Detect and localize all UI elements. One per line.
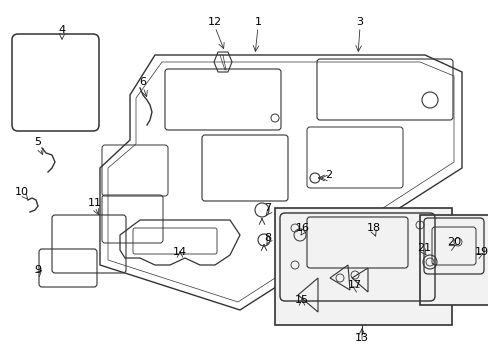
Text: 1: 1	[254, 17, 261, 27]
Text: 9: 9	[34, 265, 41, 275]
Text: 3: 3	[356, 17, 363, 27]
Bar	[274, 208, 451, 325]
Text: 13: 13	[354, 333, 368, 343]
Text: 6: 6	[139, 77, 146, 87]
Text: 20: 20	[446, 237, 460, 247]
Text: 11: 11	[88, 198, 102, 208]
Text: 8: 8	[264, 233, 271, 243]
Text: 12: 12	[207, 17, 222, 27]
Text: 15: 15	[294, 295, 308, 305]
Bar	[419, 215, 488, 305]
Text: 10: 10	[15, 187, 29, 197]
Text: 5: 5	[35, 137, 41, 147]
Text: 17: 17	[347, 280, 361, 290]
Text: 18: 18	[366, 223, 380, 233]
Text: 21: 21	[416, 243, 430, 253]
Text: 7: 7	[264, 203, 271, 213]
Text: 14: 14	[173, 247, 187, 257]
Text: 19: 19	[474, 247, 488, 257]
Text: 16: 16	[295, 223, 309, 233]
Text: 2: 2	[325, 170, 332, 180]
Text: 4: 4	[59, 25, 65, 35]
